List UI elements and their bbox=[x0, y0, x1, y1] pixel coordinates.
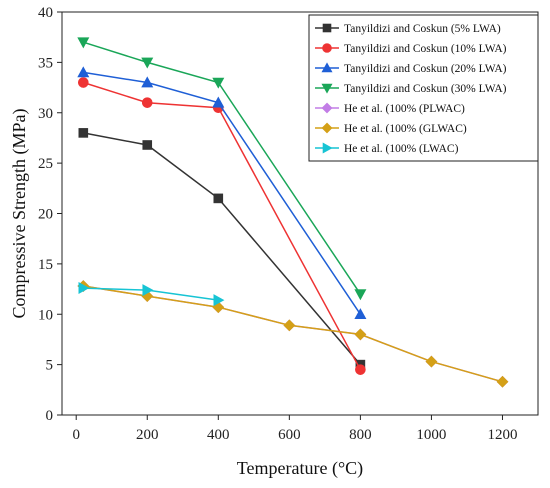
x-tick-label: 800 bbox=[349, 427, 372, 443]
x-tick-label: 400 bbox=[207, 427, 230, 443]
legend-label: He et al. (100% (PLWAC) bbox=[344, 103, 465, 115]
data-point bbox=[77, 66, 90, 78]
series-3 bbox=[77, 66, 367, 320]
x-tick-label: 0 bbox=[72, 427, 80, 443]
legend-marker bbox=[321, 122, 333, 134]
legend-label: He et al. (100% (GLWAC) bbox=[344, 123, 467, 135]
data-point bbox=[425, 355, 438, 368]
y-tick-label: 20 bbox=[38, 207, 53, 223]
x-tick-label: 1200 bbox=[487, 427, 517, 443]
x-tick-label: 1000 bbox=[416, 427, 446, 443]
data-point bbox=[142, 140, 153, 150]
legend-marker bbox=[322, 142, 333, 154]
x-axis: 0 200 400 600 800 1000 1200 bbox=[72, 415, 517, 443]
data-point bbox=[142, 284, 154, 297]
data-point bbox=[141, 76, 154, 88]
legend-box bbox=[308, 14, 539, 162]
y-axis: 0 5 10 15 20 25 30 35 40 bbox=[38, 5, 62, 424]
series-1 bbox=[78, 128, 366, 370]
legend-marker bbox=[321, 62, 333, 73]
series-layer bbox=[77, 37, 509, 388]
y-tick-label: 40 bbox=[38, 5, 53, 21]
data-point bbox=[141, 57, 154, 69]
y-tick-label: 30 bbox=[38, 106, 53, 122]
series-line bbox=[83, 71, 362, 315]
legend-label: Tanyildizi and Coskun (10% LWA) bbox=[344, 43, 507, 55]
data-point bbox=[354, 328, 367, 341]
data-point bbox=[212, 77, 225, 89]
y-tick-label: 10 bbox=[38, 307, 53, 323]
y-tick-label: 15 bbox=[38, 257, 53, 273]
y-tick-label: 35 bbox=[38, 55, 53, 71]
series-line bbox=[83, 81, 362, 371]
series-2 bbox=[78, 77, 366, 375]
data-point bbox=[78, 128, 89, 138]
legend-marker bbox=[322, 43, 332, 53]
data-point bbox=[283, 319, 296, 332]
legend-marker bbox=[321, 83, 333, 94]
y-tick-label: 25 bbox=[38, 156, 53, 172]
legend-label: Tanyildizi and Coskun (30% LWA) bbox=[344, 83, 507, 95]
legend-label: Tanyildizi and Coskun (20% LWA) bbox=[344, 63, 507, 75]
data-point bbox=[355, 364, 366, 375]
legend-label: He et al. (100% (LWAC) bbox=[344, 143, 459, 155]
y-tick-label: 0 bbox=[46, 408, 54, 424]
data-point bbox=[354, 308, 367, 320]
x-tick-label: 200 bbox=[136, 427, 159, 443]
series-6 bbox=[77, 280, 509, 388]
series-line bbox=[83, 41, 362, 295]
data-point bbox=[213, 193, 224, 204]
data-point bbox=[78, 77, 89, 88]
data-point bbox=[213, 294, 225, 307]
series-line bbox=[83, 132, 361, 366]
y-tick-label: 5 bbox=[46, 358, 54, 374]
data-point bbox=[78, 282, 90, 295]
data-point bbox=[496, 375, 509, 388]
legend: Tanyildizi and Coskun (5% LWA) Tanyildizi… bbox=[308, 14, 539, 162]
legend-marker bbox=[322, 23, 332, 33]
y-axis-title: Compressive Strength (MPa) bbox=[9, 109, 30, 319]
series-7 bbox=[78, 282, 225, 307]
data-point bbox=[212, 96, 225, 108]
data-point bbox=[77, 37, 90, 49]
legend-label: Tanyildizi and Coskun (5% LWA) bbox=[344, 23, 501, 35]
legend-marker bbox=[321, 102, 333, 114]
x-axis-title: Temperature (°C) bbox=[237, 458, 363, 479]
series-4 bbox=[77, 37, 367, 301]
data-point bbox=[354, 289, 367, 301]
x-tick-label: 600 bbox=[278, 427, 301, 443]
data-point bbox=[141, 97, 153, 108]
